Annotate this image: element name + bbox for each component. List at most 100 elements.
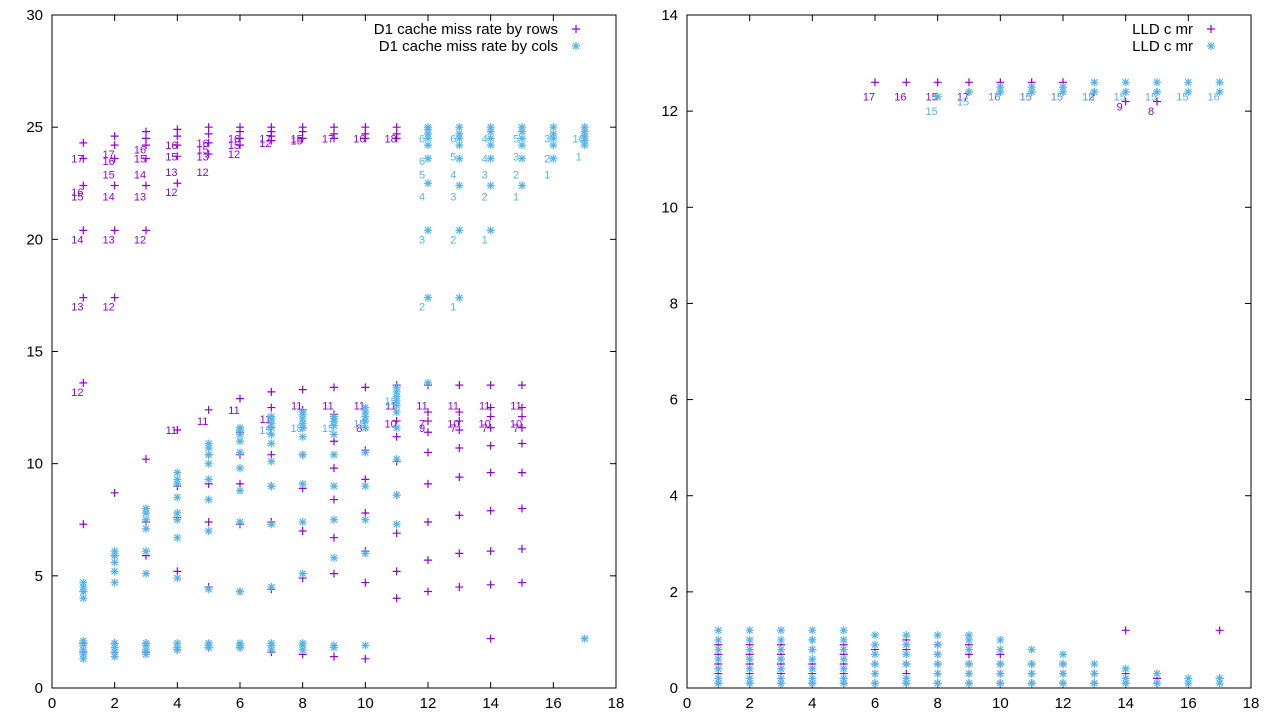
data-point	[204, 150, 213, 159]
data-point	[486, 423, 495, 432]
point-label: 15	[926, 106, 938, 118]
data-point	[236, 464, 244, 473]
data-point	[580, 136, 589, 145]
data-point	[1153, 87, 1161, 96]
data-point	[142, 547, 150, 556]
point-label: 15	[71, 192, 83, 204]
point-label: 4	[419, 192, 425, 204]
data-point	[518, 181, 526, 190]
data-point	[1215, 679, 1224, 688]
data-point	[392, 123, 401, 132]
data-point	[110, 652, 119, 661]
point-label: 4	[482, 133, 488, 145]
data-point	[267, 520, 276, 529]
data-point	[424, 378, 432, 387]
x-tick-label: 0	[683, 695, 691, 712]
data-point	[110, 551, 119, 560]
data-point	[518, 504, 526, 513]
point-label: 12	[197, 167, 209, 179]
series-0: 1716151413121716151413121615141312161513…	[71, 123, 526, 663]
data-point	[455, 293, 464, 302]
point-label: 11	[385, 400, 396, 412]
data-point	[267, 430, 276, 439]
data-point	[361, 123, 370, 132]
data-point	[933, 78, 942, 87]
data-point	[424, 479, 432, 488]
data-point	[839, 655, 848, 664]
data-point	[902, 640, 911, 649]
data-point	[142, 226, 150, 235]
legend-label: LLD c mr	[1132, 21, 1193, 38]
data-point	[173, 574, 182, 583]
data-point	[996, 669, 1005, 678]
point-label: 9	[1117, 101, 1123, 113]
data-point	[424, 123, 432, 132]
data-point	[330, 437, 338, 446]
data-point	[714, 674, 723, 683]
point-label: 13	[165, 167, 177, 179]
data-point	[298, 450, 307, 459]
data-point	[110, 226, 119, 235]
point-label: 12	[71, 387, 83, 399]
legend-marker	[1207, 42, 1215, 50]
data-point	[173, 643, 182, 652]
point-label: 9	[419, 423, 425, 435]
data-point	[424, 134, 432, 143]
point-label: 16	[894, 92, 906, 104]
data-point	[79, 154, 88, 163]
data-point	[79, 378, 88, 387]
data-point	[871, 650, 879, 659]
data-point	[236, 134, 244, 143]
data-point	[298, 569, 307, 578]
data-point	[392, 417, 401, 426]
data-point	[1184, 78, 1193, 87]
data-point	[298, 526, 307, 535]
data-point	[549, 141, 558, 150]
data-point	[392, 567, 401, 576]
data-point	[142, 569, 150, 578]
point-label: 15	[385, 396, 397, 408]
point-label: 17	[103, 149, 115, 161]
data-point	[1215, 87, 1224, 96]
data-point	[79, 641, 88, 650]
data-point	[1027, 87, 1036, 96]
data-point	[996, 635, 1005, 644]
x-tick-label: 2	[110, 695, 118, 712]
data-point	[236, 517, 244, 526]
point-label: 17	[322, 133, 334, 145]
data-point	[204, 585, 213, 594]
data-point	[486, 226, 495, 235]
data-point	[1027, 645, 1036, 654]
point-label: 15	[291, 136, 303, 148]
data-point	[486, 141, 495, 150]
data-point	[392, 594, 401, 603]
legend-label: D1 cache miss rate by rows	[374, 21, 558, 38]
data-point	[455, 154, 464, 163]
data-point	[455, 443, 464, 452]
data-point	[173, 179, 182, 188]
data-point	[424, 517, 432, 526]
data-point	[267, 583, 276, 592]
y-tick-label: 10	[661, 199, 678, 216]
point-label: 1	[450, 302, 456, 314]
point-label: 15	[1020, 92, 1032, 104]
data-point	[1090, 78, 1099, 87]
x-tick-label: 0	[48, 695, 56, 712]
data-point	[808, 664, 817, 673]
data-point	[745, 679, 754, 688]
x-tick-label: 10	[992, 695, 1009, 712]
data-point	[455, 473, 464, 482]
x-tick-label: 16	[1180, 695, 1197, 712]
data-point	[204, 405, 213, 414]
data-point	[267, 123, 276, 132]
point-label: 12	[228, 149, 240, 161]
data-point	[1027, 679, 1036, 688]
point-label: 5	[419, 169, 425, 181]
data-point	[79, 587, 88, 596]
data-point	[298, 408, 307, 417]
data-point	[808, 645, 817, 654]
y-tick-label: 14	[661, 7, 678, 24]
plot-frame	[686, 14, 1252, 689]
data-point	[871, 669, 879, 678]
data-point	[361, 549, 370, 558]
